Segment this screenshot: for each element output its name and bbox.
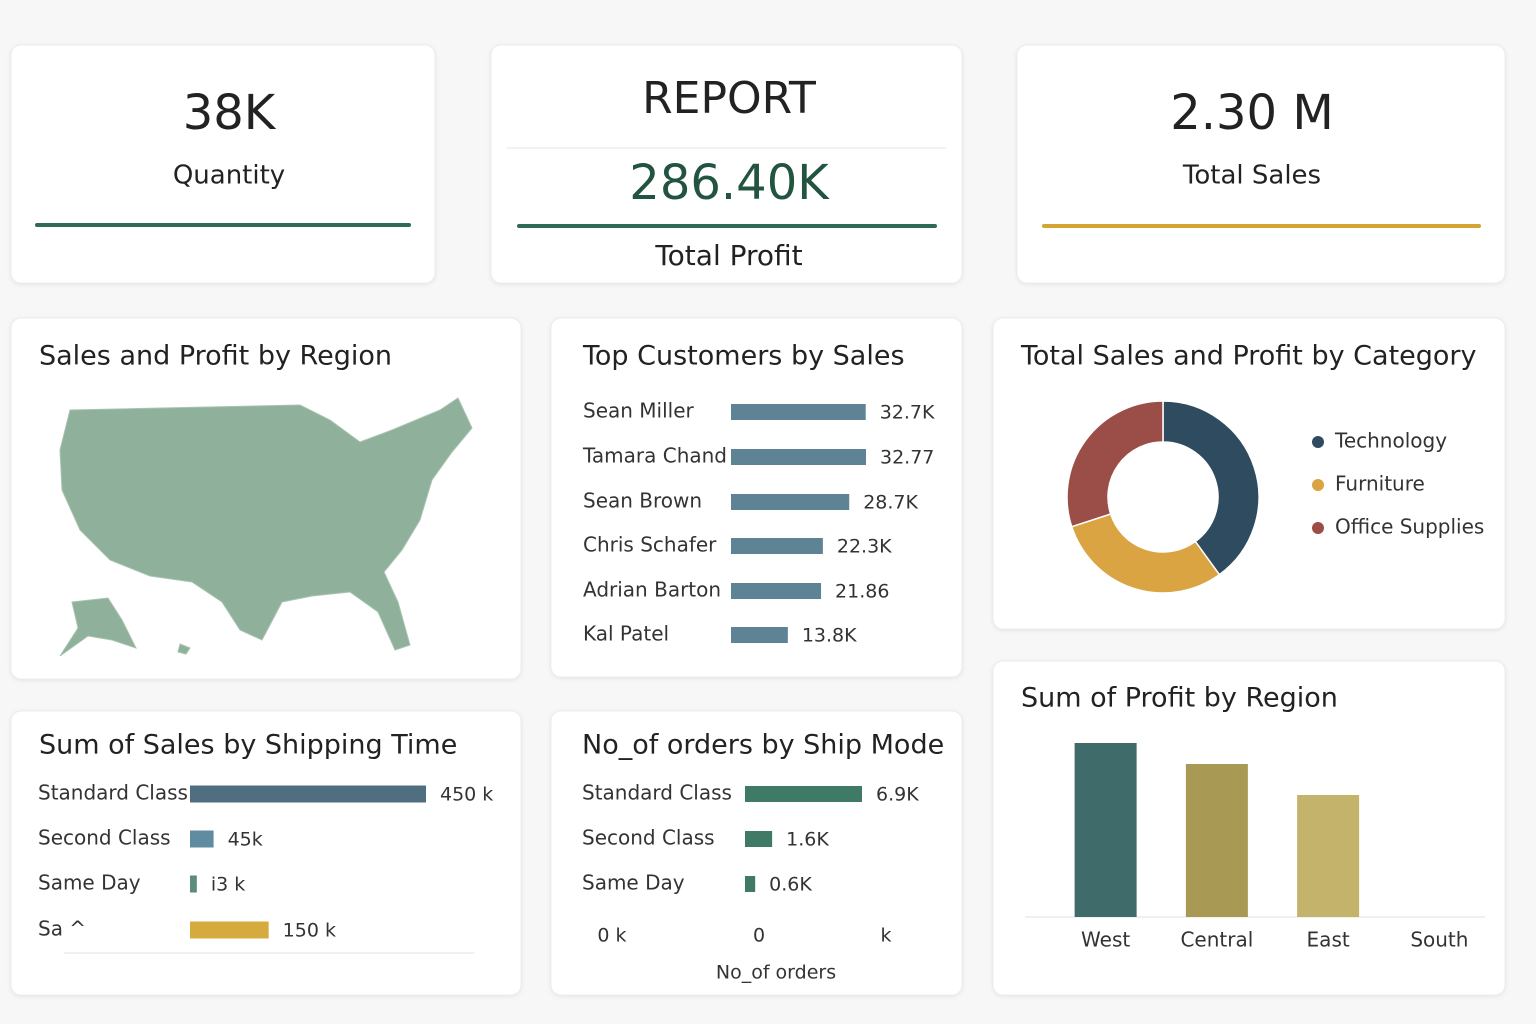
- us-map: [59, 397, 473, 657]
- bar: [190, 785, 426, 803]
- bar: [731, 627, 788, 643]
- chart-card: [10, 710, 522, 996]
- kpi-card: [1016, 44, 1506, 284]
- value-label: 32.7K: [880, 402, 935, 424]
- legend-label: Technology: [1334, 429, 1447, 453]
- bar: [745, 876, 756, 892]
- value-label: 150 k: [283, 920, 336, 942]
- mainland: [59, 397, 473, 651]
- value-label: 22.3K: [837, 536, 892, 558]
- row-label: Kal Patel: [583, 622, 669, 646]
- chart-title: Sum of Profit by Region: [1021, 683, 1338, 714]
- row-label: Same Day: [38, 871, 141, 895]
- legend-dot: [1312, 436, 1324, 448]
- row-label: Standard Class: [38, 781, 188, 805]
- bar: [190, 875, 197, 893]
- value-label: 32.77: [880, 447, 934, 469]
- bar: [190, 921, 269, 939]
- bar: [731, 449, 866, 465]
- value-label: 450 k: [440, 784, 493, 806]
- bar: [731, 538, 823, 554]
- row-label: Tamara Chand: [582, 444, 727, 468]
- row-label: Sean Brown: [583, 489, 702, 513]
- kpi-value: 2.30 M: [1170, 85, 1334, 141]
- chart-title: Top Customers by Sales: [582, 341, 905, 372]
- bar: [745, 831, 773, 847]
- axis-text: 0 k: [597, 925, 626, 947]
- donut-slice: [1162, 400, 1260, 576]
- row-label: Second Class: [38, 826, 171, 850]
- card-title: Sales and Profit by Region: [39, 341, 392, 372]
- chart-title: No_of orders by Ship Mode: [582, 730, 944, 761]
- donut-slice: [1066, 400, 1164, 528]
- kpi-label: Quantity: [173, 161, 285, 191]
- bar: [731, 404, 866, 420]
- row-label: Second Class: [582, 826, 715, 850]
- value-label: 6.9K: [876, 784, 919, 806]
- bar: [1185, 764, 1248, 917]
- row-label: Sa ^: [38, 917, 86, 941]
- value-label: 45k: [228, 829, 263, 851]
- chart-title: Sum of Sales by Shipping Time: [39, 730, 457, 761]
- bar: [1074, 743, 1137, 917]
- chart-card: [550, 710, 963, 996]
- bar: [190, 830, 214, 848]
- alaska: [59, 597, 137, 657]
- value-label: i3 k: [211, 874, 245, 896]
- kpi-value: 286.40K: [629, 155, 830, 211]
- bar: [1297, 795, 1360, 917]
- kpi-card: [490, 44, 963, 284]
- row-label: Adrian Barton: [583, 578, 721, 602]
- x-tick-label: West: [1081, 928, 1130, 952]
- x-tick-label: East: [1307, 928, 1350, 952]
- row-label: Sean Miller: [583, 399, 695, 423]
- x-tick-label: Central: [1180, 928, 1253, 952]
- row-label: Chris Schafer: [583, 533, 717, 557]
- bar: [731, 583, 822, 599]
- bar: [731, 494, 850, 510]
- x-axis-label: No_of orders: [716, 962, 836, 984]
- legend-dot: [1312, 479, 1324, 491]
- chart-title: Total Sales and Profit by Category: [1020, 341, 1477, 372]
- bar: [745, 786, 862, 802]
- kpi-label: Total Sales: [1182, 161, 1321, 191]
- legend-dot: [1312, 522, 1324, 534]
- row-label: Same Day: [582, 871, 685, 895]
- value-label: 1.6K: [786, 829, 829, 851]
- axis-text: k: [880, 925, 891, 947]
- axis-text: 0: [753, 925, 765, 947]
- legend-label: Office Supplies: [1335, 515, 1484, 539]
- x-tick-label: South: [1410, 928, 1468, 952]
- kpi-label: Total Profit: [654, 239, 802, 272]
- donut-slice: [1070, 513, 1221, 594]
- value-label: 13.8K: [802, 625, 857, 647]
- hawaii: [177, 643, 191, 655]
- value-label: 0.6K: [769, 874, 812, 896]
- kpi-value: 38K: [183, 85, 277, 141]
- value-label: 21.86: [835, 581, 889, 603]
- kpi-heading: REPORT: [642, 73, 816, 124]
- value-label: 28.7K: [863, 492, 918, 514]
- row-label: Standard Class: [582, 781, 732, 805]
- legend-label: Furniture: [1335, 472, 1425, 496]
